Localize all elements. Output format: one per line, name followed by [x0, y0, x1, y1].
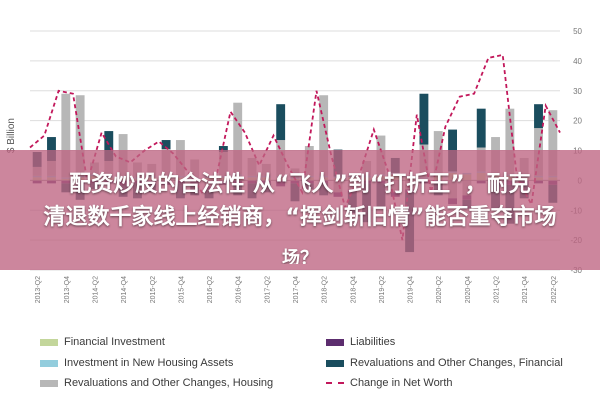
- x-tick-label: 2014-Q2: [92, 276, 99, 303]
- x-tick-label: 2019-Q4: [408, 276, 415, 303]
- bar-segment: [47, 137, 56, 161]
- banner-title-line2: 清退数千家线上经销商，“挥剑斩旧情”能否重夺市场: [43, 205, 557, 230]
- legend-item: Revaluations and Other Changes, Housing: [40, 377, 273, 389]
- x-tick-label: 2020-Q4: [465, 276, 472, 303]
- y-axis-label: $ Billion: [6, 118, 17, 153]
- y-tick-label: 20: [573, 117, 582, 126]
- bar-segment: [548, 110, 558, 176]
- banner-title-line3: 场？: [282, 248, 318, 264]
- x-tick-label: 2018-Q4: [350, 276, 357, 303]
- banner-title-line1: 配资炒股的合法性 从“飞人”到“打折王”，耐克: [69, 172, 531, 197]
- x-tick-label: 2017-Q2: [264, 276, 271, 303]
- legend-item: Change in Net Worth: [326, 377, 453, 389]
- legend-label: Liabilities: [350, 336, 396, 348]
- legend-item: Liabilities: [326, 336, 395, 348]
- legend-swatch: [40, 359, 58, 367]
- bar-segment: [218, 146, 228, 152]
- legend-label: Change in Net Worth: [350, 377, 453, 389]
- legend-swatch: [326, 338, 344, 346]
- bar-segment: [419, 93, 429, 145]
- legend-label: Financial Investment: [64, 336, 165, 348]
- legend-swatch: [326, 359, 344, 367]
- x-tick-label: 2015-Q4: [178, 276, 185, 303]
- legend-item: Financial Investment: [40, 336, 165, 348]
- bar-segment: [233, 102, 243, 175]
- x-tick-label: 2021-Q4: [522, 276, 529, 303]
- x-tick-label: 2015-Q2: [150, 276, 157, 303]
- legend-label: Revaluations and Other Changes, Housing: [64, 377, 274, 389]
- y-tick-label: 40: [573, 57, 582, 66]
- x-tick-label: 2017-Q4: [293, 276, 300, 303]
- x-tick-label: 2018-Q2: [322, 276, 329, 303]
- overlay-banner: [0, 150, 600, 270]
- x-tick-label: 2019-Q2: [379, 276, 386, 303]
- bar-segment: [534, 104, 543, 129]
- legend-label: Revaluations and Other Changes, Financia…: [350, 357, 563, 369]
- bar-segment: [61, 93, 71, 178]
- legend-swatch: [40, 379, 58, 387]
- bar-segment: [161, 140, 171, 150]
- bar-segment: [104, 131, 114, 161]
- y-tick-label: 30: [573, 87, 582, 96]
- y-tick-label: 50: [573, 27, 582, 36]
- x-tick-label: 2021-Q2: [494, 276, 501, 303]
- bar-segment: [476, 108, 486, 148]
- legend-label: Investment in New Housing Assets: [64, 357, 234, 369]
- x-tick-label: 2020-Q2: [436, 276, 443, 303]
- y-tick-label: -30: [570, 266, 582, 275]
- x-tick-label: 2016-Q4: [236, 276, 243, 303]
- x-tick-label: 2013-Q2: [35, 276, 42, 303]
- x-tick-label: 2013-Q4: [64, 276, 71, 303]
- chart-legend: Financial Investment Liabilities Investm…: [0, 330, 600, 400]
- legend-item: Revaluations and Other Changes, Financia…: [326, 357, 563, 369]
- legend-swatch: [40, 338, 58, 346]
- bar-segment: [505, 108, 515, 175]
- x-tick-label: 2016-Q2: [207, 276, 214, 303]
- bar-segment: [319, 95, 329, 176]
- legend-item: Investment in New Housing Assets: [40, 357, 233, 369]
- x-tick-label: 2022-Q2: [551, 276, 558, 303]
- legend-line-swatch: [326, 382, 344, 384]
- bar-segment: [276, 104, 286, 141]
- x-tick-label: 2014-Q4: [121, 276, 128, 303]
